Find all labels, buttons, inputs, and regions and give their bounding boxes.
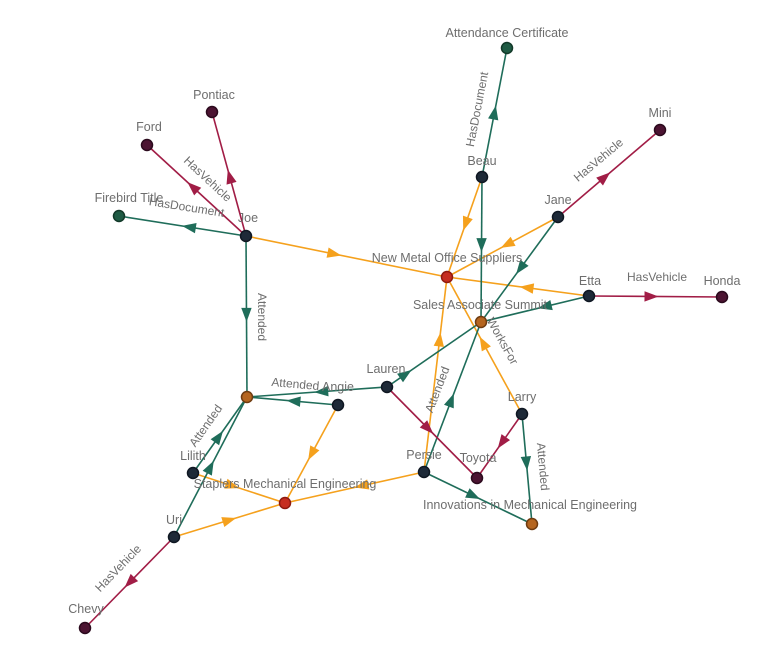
edge-persie-staplers-WorksFor[interactable] xyxy=(284,471,425,504)
edge-arrow-lilith-event3 xyxy=(210,430,223,446)
node-summit[interactable] xyxy=(474,315,488,329)
labels-layer: WorksForHasDocumentHasDocumentAttendedAt… xyxy=(68,26,740,616)
edge-label-angie-event3: Attended xyxy=(271,375,320,393)
nodes-layer xyxy=(78,41,729,635)
node-lauren[interactable] xyxy=(380,380,394,394)
node-label-attcert: Attendance Certificate xyxy=(446,26,569,40)
node-label-staplers: Staplers Mechanical Engineering xyxy=(194,477,377,491)
edge-arrow-etta-summit xyxy=(537,299,553,311)
edge-arrow-beau-summit xyxy=(476,238,487,253)
edge-arrow-jane-nmos xyxy=(500,236,516,248)
edge-label-joe-event3: Attended xyxy=(255,293,269,341)
edge-label-etta-honda: HasVehicle xyxy=(627,270,687,284)
edge-arrow-angie-staplers xyxy=(308,445,320,461)
node-label-firebird: Firebird Title xyxy=(95,191,164,205)
edge-arrow-lauren-event3 xyxy=(314,386,329,397)
edge-arrow-uri-staplers xyxy=(221,517,237,528)
edge-arrow-joe-firebird xyxy=(181,222,197,234)
edge-label-larry-innovations: Attended xyxy=(534,442,552,491)
edge-arrow-lilith-staplers xyxy=(224,478,240,489)
edge-arrow-etta-honda xyxy=(644,291,659,302)
edge-arrow-persie-nmos xyxy=(433,332,444,347)
edge-arrow-etta-nmos xyxy=(519,283,535,294)
edge-arrow-jane-mini xyxy=(596,172,611,186)
node-label-ford: Ford xyxy=(136,120,162,134)
edge-arrow-joe-ford xyxy=(187,182,202,196)
node-label-innovations: Innovations in Mechanical Engineering xyxy=(423,498,637,512)
node-chevy[interactable] xyxy=(78,621,92,635)
edge-arrow-joe-pontiac xyxy=(226,169,237,185)
edge-arrow-uri-chevy xyxy=(124,573,139,588)
edge-arrow-angie-event3 xyxy=(286,396,301,407)
edge-arrow-uri-event3 xyxy=(202,460,214,476)
node-honda[interactable] xyxy=(715,290,729,304)
node-pontiac[interactable] xyxy=(205,105,219,119)
node-label-nmos: New Metal Office Suppliers xyxy=(372,251,523,265)
node-mini[interactable] xyxy=(653,123,667,137)
node-innovations[interactable] xyxy=(525,517,539,531)
node-nmos[interactable] xyxy=(440,270,454,284)
node-label-joe: Joe xyxy=(238,211,258,225)
edge-arrow-beau-nmos xyxy=(462,215,473,231)
edge-arrow-lauren-toyota xyxy=(419,420,434,434)
node-ford[interactable] xyxy=(140,138,154,152)
node-staplers[interactable] xyxy=(278,496,292,510)
node-attcert[interactable] xyxy=(500,41,514,55)
node-label-persie: Persie xyxy=(406,448,441,462)
edge-arrow-joe-nmos xyxy=(326,247,342,258)
edge-label-larry-nmos: WorksFor xyxy=(484,315,521,367)
node-etta[interactable] xyxy=(582,289,596,303)
edge-arrow-persie-summit xyxy=(444,393,454,409)
edge-arrow-larry-nmos xyxy=(479,336,491,352)
node-label-beau: Beau xyxy=(467,154,496,168)
edge-arrow-larry-toyota xyxy=(497,434,511,449)
node-label-angie: Angie xyxy=(322,380,354,394)
edge-label-uri-chevy: HasVehicle xyxy=(92,542,144,595)
edge-arrows-layer xyxy=(124,105,659,588)
node-event3[interactable] xyxy=(240,390,254,404)
node-angie[interactable] xyxy=(331,398,345,412)
node-label-chevy: Chevy xyxy=(68,602,104,616)
edge-arrow-larry-innovations xyxy=(520,456,532,471)
node-uri[interactable] xyxy=(167,530,181,544)
edge-arrow-beau-attcert xyxy=(488,105,499,121)
node-label-uri: Uri xyxy=(166,513,182,527)
edge-label-beau-attcert: HasDocument xyxy=(463,70,491,148)
node-label-mini: Mini xyxy=(649,106,672,120)
node-joe[interactable] xyxy=(239,229,253,243)
node-label-larry: Larry xyxy=(508,390,537,404)
edge-etta-nmos-WorksFor[interactable] xyxy=(446,276,590,297)
node-label-lilith: Lilith xyxy=(180,449,206,463)
edge-arrow-jane-summit xyxy=(516,259,529,275)
node-label-toyota: Toyota xyxy=(460,451,497,465)
node-persie[interactable] xyxy=(417,465,431,479)
node-toyota[interactable] xyxy=(470,471,484,485)
edge-arrow-persie-innovations xyxy=(465,488,480,499)
edge-persie-nmos-WorksFor[interactable] xyxy=(423,276,448,473)
node-label-honda: Honda xyxy=(704,274,741,288)
node-lilith[interactable] xyxy=(186,466,200,480)
edges-layer xyxy=(84,47,723,629)
edge-arrow-lauren-summit xyxy=(397,370,412,383)
node-larry[interactable] xyxy=(515,407,529,421)
node-jane[interactable] xyxy=(551,210,565,224)
edge-joe-nmos-WorksFor[interactable] xyxy=(245,235,448,278)
edge-etta-summit-Attended[interactable] xyxy=(480,295,590,323)
edge-arrow-persie-staplers xyxy=(354,479,370,490)
node-label-lauren: Lauren xyxy=(367,362,406,376)
node-label-summit: Sales Associate Summit xyxy=(413,298,548,312)
node-firebird[interactable] xyxy=(112,209,126,223)
edge-label-joe-ford: HasVehicle xyxy=(181,153,235,204)
node-beau[interactable] xyxy=(475,170,489,184)
node-label-jane: Jane xyxy=(544,193,571,207)
node-label-pontiac: Pontiac xyxy=(193,88,235,102)
node-label-etta: Etta xyxy=(579,274,601,288)
edge-arrow-joe-event3 xyxy=(241,307,252,322)
